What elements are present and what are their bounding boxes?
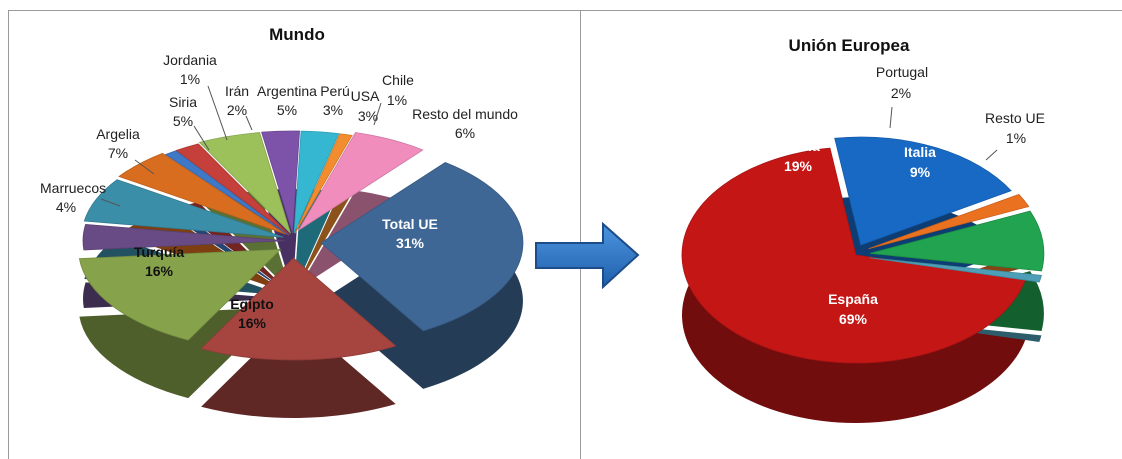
- world-leader-chile: [373, 102, 382, 126]
- world-leader-siria: [193, 125, 210, 151]
- world-percent-total-ue: 31%: [396, 235, 425, 251]
- eu-slice-resto-ue: [869, 257, 1042, 283]
- world-slice-argelia: [83, 179, 284, 238]
- world-pie-top-layer: [78, 130, 524, 361]
- world-leader-marruecos: [100, 198, 121, 207]
- eu-percent-italia: 9%: [910, 164, 931, 180]
- eu-pie-labels: España 69% Grecia 19% Portugal 2% Italia 9% Rest…: [776, 64, 1045, 327]
- world-label-peru: Perú: [320, 83, 350, 99]
- world-slice-iran: [175, 143, 290, 236]
- eu-percent-resto-ue: 1%: [1006, 130, 1026, 146]
- eu-slice-espana: [681, 147, 1027, 364]
- world-label-turquia: Turquía: [134, 244, 185, 260]
- world-label-siria: Siria: [169, 94, 197, 110]
- eu-chart-title: Unión Europea: [789, 36, 910, 55]
- world-percent-argentina: 5%: [277, 102, 297, 118]
- world-slice-jordania: [164, 150, 290, 236]
- eu-slice-portugal: [868, 193, 1030, 250]
- world-slice-resto-del-mundo: [298, 132, 424, 231]
- world-slice-total-ue: [320, 162, 524, 332]
- world-percent-marruecos: 4%: [56, 199, 76, 215]
- eu-leader-resto-ue: [985, 149, 998, 161]
- eu-percent-espana: 69%: [839, 311, 868, 327]
- eu-percent-portugal: 2%: [891, 85, 911, 101]
- world-pie-labels: Total UE 31% Egipto 16% Turquía 16% Marruecos 4…: [40, 52, 518, 331]
- world-percent-peru: 3%: [323, 102, 343, 118]
- eu-pie-top-layer: [681, 136, 1045, 364]
- world-label-egipto: Egipto: [230, 296, 274, 312]
- world-slice-chile: [294, 133, 353, 234]
- outer-top-border: [8, 10, 1122, 11]
- world-label-usa: USA: [351, 88, 380, 104]
- right-arrow-icon: [535, 221, 640, 290]
- world-leader-argelia: [134, 159, 155, 175]
- eu-label-resto-ue: Resto UE: [985, 110, 1045, 126]
- world-slice-egipto: [200, 257, 397, 361]
- world-slice-argentina: [198, 132, 291, 234]
- world-label-argentina: Argentina: [257, 83, 317, 99]
- eu-label-italia: Italia: [904, 144, 936, 160]
- world-label-jordania: Jordania: [163, 52, 217, 68]
- world-slice-shadow-egipto: [201, 315, 396, 418]
- world-percent-iran: 2%: [227, 102, 247, 118]
- world-label-total-ue: Total UE: [382, 216, 438, 232]
- eu-pie-chart: Unión Europea España 69% Grecia 19% Portugal…: [681, 36, 1045, 423]
- world-label-argelia: Argelia: [96, 126, 140, 142]
- eu-slice-italia: [869, 210, 1045, 272]
- world-label-chile: Chile: [382, 72, 414, 88]
- world-slice-peru: [261, 130, 301, 234]
- world-slice-siria: [118, 152, 286, 235]
- outer-left-border: [8, 10, 9, 459]
- world-leader-jordania: [207, 85, 228, 141]
- world-percent-siria: 5%: [173, 113, 193, 129]
- world-slice-marruecos: [82, 223, 286, 251]
- world-label-marruecos: Marruecos: [40, 180, 106, 196]
- world-percent-jordania: 1%: [180, 71, 200, 87]
- eu-slice-grecia: [834, 136, 1012, 246]
- panel-divider: [580, 10, 581, 459]
- world-percent-usa: 3%: [358, 108, 378, 124]
- world-percent-egipto: 16%: [238, 315, 267, 331]
- world-slice-turquia: [78, 248, 282, 341]
- world-percent-chile: 1%: [387, 92, 407, 108]
- world-chart-title: Mundo: [269, 25, 325, 44]
- world-label-iran: Irán: [225, 83, 249, 99]
- world-percent-resto-del-mundo: 6%: [455, 125, 475, 141]
- eu-label-espana: España: [828, 291, 878, 307]
- world-percent-argelia: 7%: [108, 145, 128, 161]
- world-slice-usa: [293, 130, 340, 234]
- eu-leader-portugal: [889, 106, 893, 129]
- world-leader-iran: [245, 115, 253, 131]
- world-pie-chart: Mundo Total UE 31% Egipto 16% Turquía 16% Marr…: [40, 25, 524, 418]
- eu-percent-grecia: 19%: [784, 158, 813, 174]
- world-label-resto-del-mundo: Resto del mundo: [412, 106, 518, 122]
- world-percent-turquia: 16%: [145, 263, 174, 279]
- eu-label-portugal: Portugal: [876, 64, 928, 80]
- eu-label-grecia: Grecia: [776, 138, 820, 154]
